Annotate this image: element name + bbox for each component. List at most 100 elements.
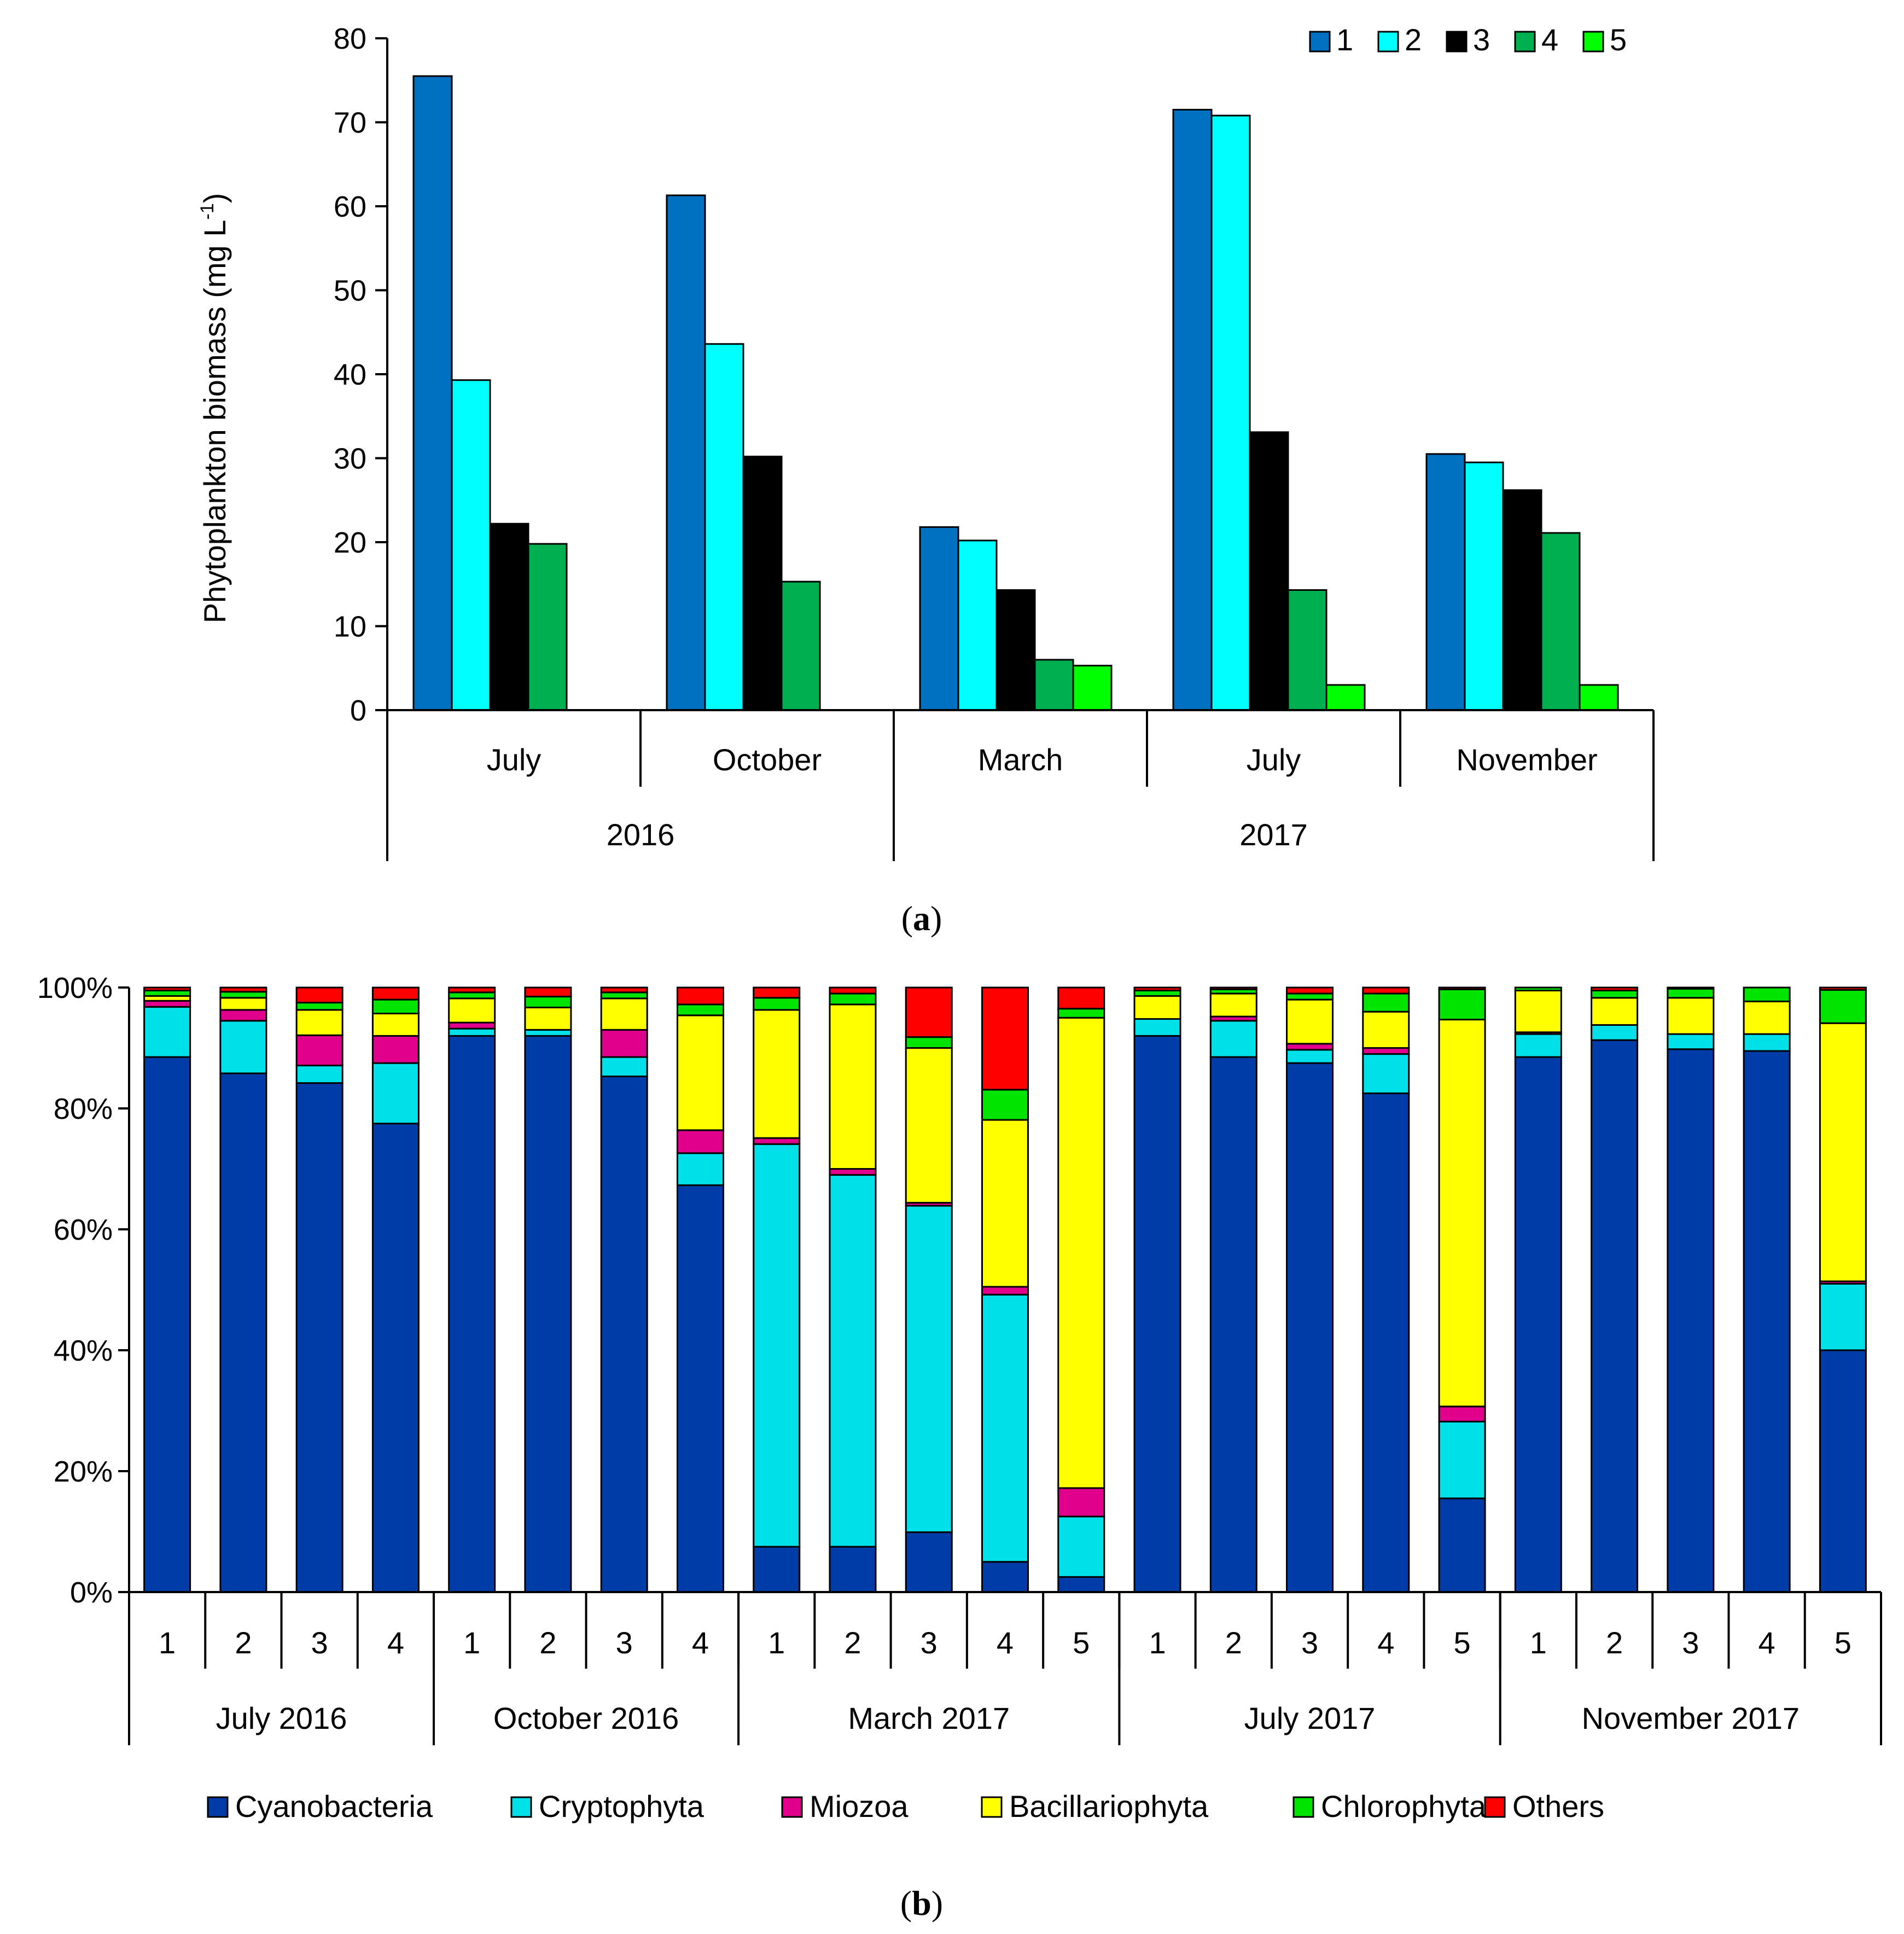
- b-segment-miozoa: [829, 1168, 877, 1176]
- b-station-label: 1: [463, 1625, 480, 1660]
- b-segment-chlorophyta: [829, 992, 877, 1006]
- b-station-label: 5: [1073, 1625, 1090, 1660]
- b-segment-bacillariophyta: [371, 1013, 420, 1037]
- a-bar-july-4: [527, 543, 568, 711]
- a-bar-october-1: [666, 194, 706, 711]
- a-bars: [412, 75, 1619, 711]
- b-segment-others: [448, 986, 496, 994]
- b-segment-bacillariophyta: [753, 1009, 801, 1139]
- b-segment-chlorophyta: [524, 996, 572, 1008]
- b-segment-chlorophyta: [1667, 988, 1715, 999]
- b-segment-bacillariophyta: [1514, 990, 1562, 1033]
- b-segment-others: [524, 986, 572, 998]
- b-segment-chlorophyta: [1591, 990, 1639, 999]
- b-segment-bacillariophyta: [1819, 1022, 1867, 1282]
- b-segment-miozoa: [1057, 1487, 1105, 1518]
- a-bar-march-5: [1072, 665, 1113, 711]
- b-segment-cyanobacteria: [753, 1546, 801, 1593]
- b-segment-chlorophyta: [905, 1036, 953, 1049]
- a-legend-swatch-5: [1582, 31, 1604, 53]
- b-segment-cyanobacteria: [1133, 1035, 1181, 1593]
- b-segment-others: [981, 986, 1029, 1091]
- b-segment-miozoa: [1438, 1406, 1486, 1422]
- a-bar-november-5: [1579, 684, 1619, 711]
- b-station-label: 2: [539, 1625, 556, 1660]
- b-group-label: October 2016: [493, 1701, 679, 1735]
- b-segment-miozoa: [448, 1021, 496, 1030]
- b-station-label: 1: [1149, 1625, 1166, 1660]
- b-segment-bacillariophyta: [981, 1119, 1029, 1288]
- a-bar-october-2: [704, 343, 744, 711]
- b-segment-cyanobacteria: [829, 1546, 877, 1593]
- b-group-label: March 2017: [848, 1701, 1010, 1735]
- b-segment-cryptophyta: [905, 1205, 953, 1534]
- b-x-axis: 1 2 3 4 1 2 3 4 1 2 3 4 5 1 2 3 4 5 1 2 3 4 5 July 2016 October …: [128, 1591, 1882, 1745]
- chart-a: 0 10 20 30 40 50 60 70 80 July October March July No…: [197, 22, 1655, 938]
- b-legend-label-bacillariophyta: Bacillariophyta: [1009, 1789, 1209, 1823]
- b-segment-cyanobacteria: [600, 1075, 648, 1593]
- b-segment-chlorophyta: [1819, 989, 1867, 1024]
- b-segment-cryptophyta: [1514, 1033, 1562, 1058]
- b-segment-cryptophyta: [1133, 1018, 1181, 1037]
- b-segment-chlorophyta: [1362, 992, 1410, 1013]
- b-station-label: 4: [1759, 1625, 1775, 1660]
- b-station-label: 1: [1530, 1625, 1547, 1660]
- a-bar-july-1: [1172, 108, 1213, 711]
- b-segment-bacillariophyta: [1362, 1010, 1410, 1049]
- b-station-label: 1: [768, 1625, 785, 1660]
- b-segment-others: [295, 986, 343, 1004]
- b-segment-cyanobacteria: [143, 1056, 191, 1593]
- b-segment-chlorophyta: [676, 1003, 724, 1017]
- b-legend-swatch-miozoa: [781, 1796, 803, 1818]
- b-segment-chlorophyta: [1438, 988, 1486, 1021]
- b-legend-swatch-cyanobacteria: [207, 1796, 229, 1818]
- b-segment-cyanobacteria: [1362, 1092, 1410, 1593]
- b-segment-others: [1362, 986, 1410, 995]
- b-segment-cryptophyta: [524, 1029, 572, 1037]
- b-segment-cyanobacteria: [448, 1035, 496, 1593]
- b-segment-bacillariophyta: [448, 997, 496, 1024]
- b-station-label: 3: [921, 1625, 938, 1660]
- b-segment-others: [1591, 986, 1639, 992]
- b-legend-swatch-chlorophyta: [1292, 1796, 1314, 1818]
- b-segment-others: [1209, 986, 1257, 990]
- b-legend: Cyanobacteria Cryptophyta Miozoa Bacillario…: [207, 1789, 1604, 1823]
- b-segment-cryptophyta: [1438, 1420, 1486, 1500]
- a-bar-march-2: [957, 539, 998, 711]
- a-legend-label-1: 1: [1336, 22, 1353, 57]
- b-segment-chlorophyta: [1057, 1008, 1105, 1019]
- b-segment-others: [371, 986, 420, 1001]
- b-segment-cyanobacteria: [1591, 1039, 1639, 1593]
- b-segment-bacillariophyta: [1743, 1000, 1791, 1035]
- b-legend-label-cryptophyta: Cryptophyta: [539, 1789, 704, 1823]
- a-legend-label-3: 3: [1473, 22, 1490, 57]
- b-legend-label-miozoa: Miozoa: [810, 1789, 909, 1823]
- b-segment-bacillariophyta: [219, 997, 267, 1011]
- a-bar-july-4: [1287, 589, 1327, 711]
- a-y-tick-label: 30: [334, 443, 366, 475]
- b-segment-miozoa: [981, 1286, 1029, 1296]
- b-group-label: July 2017: [1244, 1701, 1376, 1735]
- b-segment-cryptophyta: [1819, 1282, 1867, 1351]
- b-station-label: 4: [692, 1625, 709, 1660]
- b-station-label: 3: [616, 1625, 633, 1660]
- b-segment-cryptophyta: [1667, 1033, 1715, 1050]
- b-group-label: November 2017: [1582, 1701, 1800, 1735]
- a-year-label: 2017: [1239, 817, 1308, 852]
- b-segment-others: [1286, 986, 1334, 995]
- b-segment-cryptophyta: [676, 1152, 724, 1186]
- b-segment-others: [219, 986, 267, 993]
- a-bar-july-5: [1325, 684, 1366, 711]
- a-y-tick-label: 20: [334, 526, 366, 559]
- b-station-label: 4: [1377, 1625, 1394, 1660]
- b-segment-others: [1057, 986, 1105, 1010]
- a-y-tick-label: 10: [334, 611, 366, 643]
- b-segment-chlorophyta: [371, 998, 420, 1015]
- b-legend-swatch-others: [1484, 1796, 1506, 1818]
- b-y-tick-label: 0%: [70, 1576, 113, 1609]
- b-segment-others: [1438, 986, 1486, 990]
- b-y-axis: 0% 20% 40% 60% 80% 100%: [37, 972, 130, 1609]
- b-station-label: 2: [1606, 1625, 1623, 1660]
- b-legend-swatch-bacillariophyta: [981, 1796, 1003, 1818]
